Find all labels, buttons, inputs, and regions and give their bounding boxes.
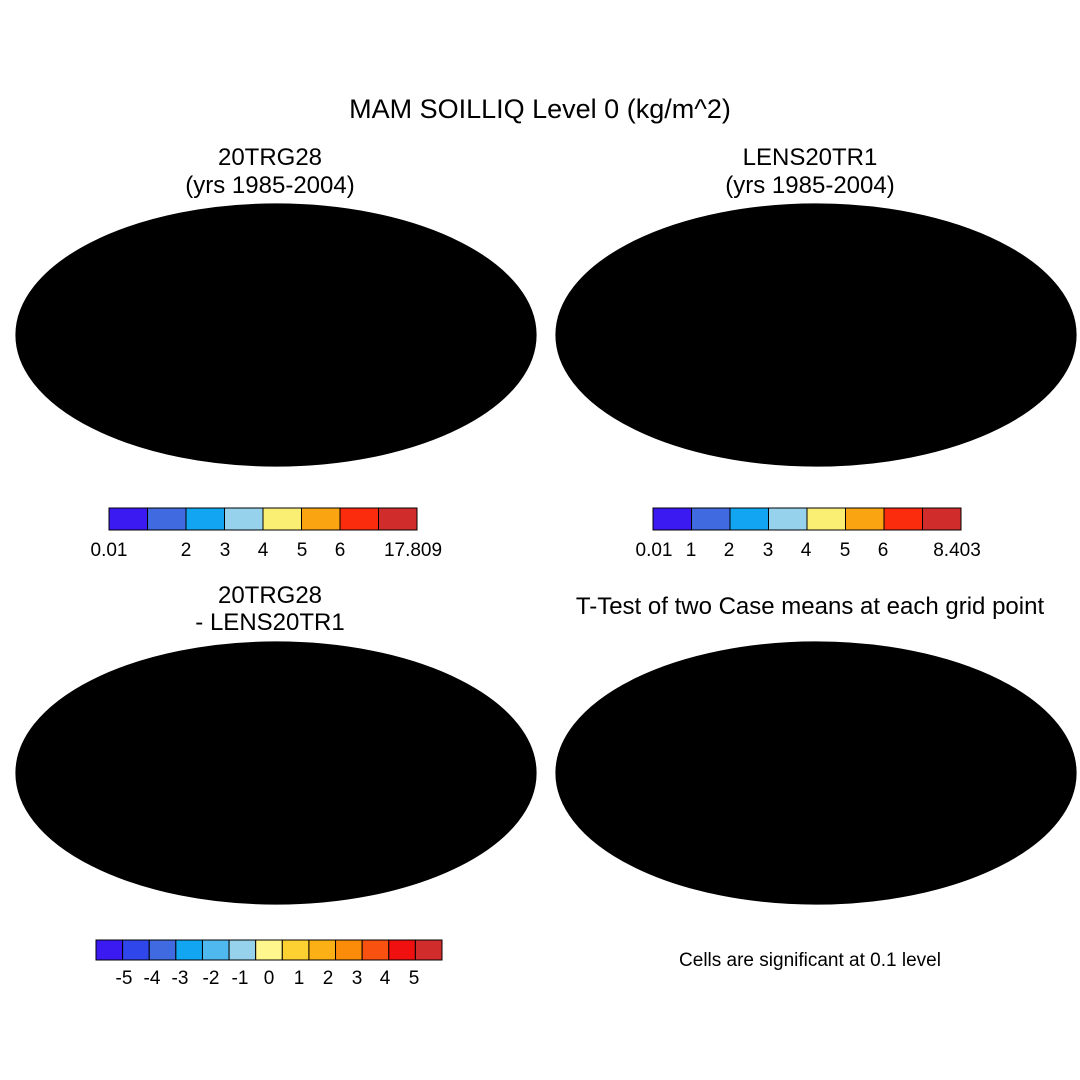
colorbar-3-swatch-8 [308, 939, 337, 961]
cb2-label-6: 6 [877, 540, 889, 561]
colorbar-3 [95, 939, 443, 961]
cb1-label-4: 4 [257, 540, 269, 561]
significance-note: Cells are significant at 0.1 level [679, 950, 941, 971]
cb2-label-1: 1 [685, 540, 697, 561]
cb3-label-7: 1 [293, 968, 305, 989]
cb3-label-11: 5 [408, 968, 420, 989]
colorbar-2-swatch-4 [806, 507, 846, 531]
cb2-label-0: 0.01 [635, 540, 673, 561]
colorbar-2-swatch-3 [768, 507, 808, 531]
map-border [555, 641, 1077, 905]
colorbar-3-swatch-3 [175, 939, 203, 961]
panel-4-title: T-Test of two Case means at each grid po… [575, 593, 1045, 620]
colorbar-2-swatch-0 [652, 507, 692, 531]
coastline [613, 214, 1039, 429]
coastline [73, 652, 499, 867]
cb1-label-5: 5 [296, 540, 308, 561]
cb2-label-8: 8.403 [933, 540, 981, 561]
map-border [15, 203, 537, 467]
colorbar-3-swatch-0 [95, 939, 124, 961]
colorbar-1-swatch-2 [185, 507, 225, 531]
panel-3-title-line1: 20TRG28 [217, 582, 323, 609]
map-panel-3 [15, 641, 537, 905]
panel-2-title-line2: (yrs 1985-2004) [725, 172, 895, 199]
colorbar-3-swatch-4 [201, 939, 230, 961]
cb3-label-9: 3 [351, 968, 363, 989]
colorbar-2-swatch-6 [883, 507, 923, 531]
map-panel-1 [15, 203, 537, 467]
cb3-label-6: 0 [263, 968, 275, 989]
colorbar-3-swatch-7 [281, 939, 310, 961]
cb3-label-3: -3 [171, 968, 189, 989]
panel-1-title-line1: 20TRG28 [217, 144, 323, 171]
colorbar-2-swatch-5 [845, 507, 885, 531]
coastline [613, 652, 1039, 867]
cb3-label-2: -4 [143, 968, 161, 989]
cb2-label-3: 3 [762, 540, 774, 561]
colorbar-3-swatch-11 [388, 939, 416, 961]
colorbar-1-swatch-0 [108, 507, 148, 531]
map-border [555, 203, 1077, 467]
colorbar-2-swatch-2 [729, 507, 769, 531]
colorbar-3-swatch-6 [255, 939, 283, 961]
cb2-label-5: 5 [839, 540, 851, 561]
cb1-label-0: 0.01 [90, 540, 128, 561]
cb3-label-5: -1 [231, 968, 249, 989]
map-panel-4 [555, 641, 1077, 905]
cb1-label-8: 17.809 [383, 540, 443, 561]
cb1-label-3: 3 [219, 540, 231, 561]
figure-title: MAM SOILLIQ Level 0 (kg/m^2) [349, 94, 731, 124]
coastline [73, 214, 499, 429]
cb3-label-4: -2 [202, 968, 220, 989]
cb2-label-2: 2 [723, 540, 735, 561]
colorbar-3-swatch-9 [335, 939, 363, 961]
cb2-label-4: 4 [800, 540, 812, 561]
colorbar-1-swatch-5 [301, 507, 341, 531]
colorbar-3-swatch-5 [228, 939, 257, 961]
colorbar-2-swatch-1 [691, 507, 731, 531]
cb3-label-1: -5 [115, 968, 133, 989]
map-border [15, 641, 537, 905]
cb3-label-8: 2 [322, 968, 334, 989]
colorbar-2-swatch-7 [922, 507, 962, 531]
cb1-label-2: 2 [180, 540, 192, 561]
colorbar-3-swatch-10 [361, 939, 390, 961]
cb1-label-6: 6 [334, 540, 346, 561]
colorbar-1-swatch-3 [224, 507, 264, 531]
panel-2-title-line1: LENS20TR1 [742, 144, 878, 171]
colorbar-1-swatch-1 [147, 507, 187, 531]
panel-3-title-line2: - LENS20TR1 [195, 609, 345, 636]
colorbar-1-swatch-7 [378, 507, 418, 531]
colorbar-3-swatch-12 [414, 939, 443, 961]
colorbar-3-swatch-1 [122, 939, 150, 961]
cb3-label-10: 4 [379, 968, 391, 989]
colorbar-1-swatch-4 [262, 507, 302, 531]
colorbar-3-swatch-2 [148, 939, 177, 961]
map-panel-2 [555, 203, 1077, 467]
colorbar-2 [652, 507, 962, 531]
colorbar-1 [108, 507, 418, 531]
panel-1-title-line2: (yrs 1985-2004) [185, 172, 355, 199]
colorbar-1-swatch-6 [339, 507, 379, 531]
